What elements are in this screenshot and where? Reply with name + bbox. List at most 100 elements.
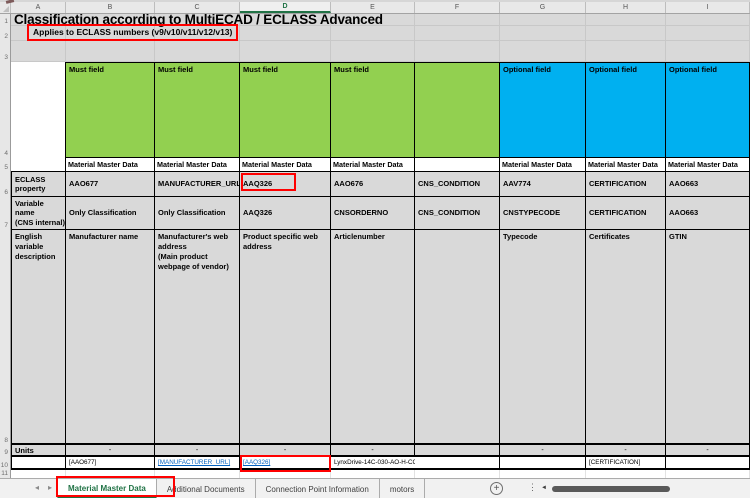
cell-b8[interactable]: Manufacturer name [66, 230, 155, 445]
cell-i4-optional-field[interactable]: Optional field [666, 62, 750, 158]
cell-h6[interactable]: CERTIFICATION [586, 172, 666, 197]
cell-h7[interactable]: CERTIFICATION [586, 197, 666, 230]
cell-d10-hyperlink[interactable]: [AAQ326] [240, 457, 331, 470]
cell-a10[interactable] [11, 457, 66, 470]
cell-d8[interactable]: Product specific web address [240, 230, 331, 445]
cell-i2[interactable] [666, 26, 750, 41]
cell-e6[interactable]: AAO676 [331, 172, 415, 197]
scroll-left-icon[interactable]: ◄ [541, 485, 547, 491]
column-header-d-selected[interactable]: D [240, 2, 331, 13]
tab-connection-point-information[interactable]: Connection Point Information [256, 479, 380, 498]
cell-f4-must-field[interactable] [415, 62, 500, 158]
cell-g5[interactable]: Material Master Data [500, 158, 586, 172]
cell-h3[interactable] [586, 41, 666, 62]
cell-b7[interactable]: Only Classification [66, 197, 155, 230]
row-number-11[interactable]: 11 [0, 470, 11, 478]
cell-i11[interactable] [666, 470, 750, 478]
tab-nav-left-icon[interactable]: ◂ [34, 483, 39, 492]
cell-g1[interactable] [500, 14, 586, 26]
cell-a3[interactable] [11, 41, 66, 62]
cell-c6[interactable]: MANUFACTURER_URL [155, 172, 240, 197]
cell-e8[interactable]: Articlenumber [331, 230, 415, 445]
cell-c9[interactable]: - [155, 445, 240, 457]
cell-b4-must-field[interactable]: Must field [66, 62, 155, 158]
row-label-variable-name[interactable]: Variable name (CNS internal) [11, 197, 66, 230]
cell-h11[interactable] [586, 470, 666, 478]
row-number-5[interactable]: 5 [0, 158, 11, 172]
cell-i10[interactable] [666, 457, 750, 470]
cell-f10[interactable] [415, 457, 500, 470]
cell-e10[interactable]: LynxDrive-14C-030-AO-H-CCO- empty [331, 457, 443, 470]
column-header-e[interactable]: E [331, 2, 415, 13]
cell-c5[interactable]: Material Master Data [155, 158, 240, 172]
row-label-units[interactable]: Units [11, 445, 66, 457]
tab-splitter-icon[interactable]: ⋮ [528, 482, 537, 492]
cell-f7[interactable]: CNS_CONDITION [415, 197, 500, 230]
cell-i3[interactable] [666, 41, 750, 62]
cell-c4-must-field[interactable]: Must field [155, 62, 240, 158]
cell-d5[interactable]: Material Master Data [240, 158, 331, 172]
cell-e1[interactable] [331, 14, 415, 26]
cell-a4[interactable] [11, 62, 66, 158]
cell-g6[interactable]: AAV774 [500, 172, 586, 197]
row-number-8[interactable]: 8 [0, 230, 11, 445]
cell-d3[interactable] [240, 41, 331, 62]
cell-h9[interactable]: - [586, 445, 666, 457]
cell-g4-optional-field[interactable]: Optional field [500, 62, 586, 158]
cell-f5[interactable] [415, 158, 500, 172]
cell-g7[interactable]: CNSTYPECODE [500, 197, 586, 230]
cell-b10[interactable]: [AAO677] [66, 457, 155, 470]
cell-c7[interactable]: Only Classification [155, 197, 240, 230]
cell-h8[interactable]: Certificates [586, 230, 666, 445]
cell-i9[interactable]: - [666, 445, 750, 457]
row-number-2[interactable]: 2 [0, 26, 11, 41]
cell-f9[interactable] [415, 445, 500, 457]
cell-e7[interactable]: CNSORDERNO [331, 197, 415, 230]
cell-i8[interactable]: GTIN [666, 230, 750, 445]
cell-f2[interactable] [415, 26, 500, 41]
cell-g3[interactable] [500, 41, 586, 62]
cell-f1[interactable] [415, 14, 500, 26]
row-number-1[interactable]: 1 [0, 14, 11, 26]
new-sheet-icon[interactable]: + [490, 482, 503, 495]
cell-d4-must-field[interactable]: Must field [240, 62, 331, 158]
cell-g11[interactable] [500, 470, 586, 478]
cell-c11[interactable] [155, 470, 240, 478]
cell-f8[interactable] [415, 230, 500, 445]
cell-d9[interactable]: - [240, 445, 331, 457]
cell-e11[interactable] [331, 470, 415, 478]
row-number-3[interactable]: 3 [0, 41, 11, 62]
cell-e4-must-field[interactable]: Must field [331, 62, 415, 158]
cell-h5[interactable]: Material Master Data [586, 158, 666, 172]
cell-b3[interactable] [66, 41, 155, 62]
cell-g2[interactable] [500, 26, 586, 41]
row-label-description[interactable]: English variable description [11, 230, 66, 445]
column-header-a[interactable]: A [11, 2, 66, 13]
cell-a11[interactable] [11, 470, 66, 478]
cell-i1[interactable] [666, 14, 750, 26]
cell-d11[interactable] [240, 470, 331, 478]
cell-g10[interactable] [500, 457, 586, 470]
column-header-g[interactable]: G [500, 2, 586, 13]
cell-h4-optional-field[interactable]: Optional field [586, 62, 666, 158]
row-number-9[interactable]: 9 [0, 445, 11, 457]
horizontal-scrollbar-thumb[interactable] [552, 486, 670, 492]
cell-e2[interactable] [331, 26, 415, 41]
tab-material-master-data[interactable]: Material Master Data [57, 479, 157, 498]
cell-c10-hyperlink[interactable]: [MANUFACTURER_URL] [155, 457, 240, 470]
cell-c3[interactable] [155, 41, 240, 62]
cell-d7[interactable]: AAQ326 [240, 197, 331, 230]
cell-d6[interactable]: AAQ326 [240, 172, 331, 197]
tab-motors[interactable]: motors [380, 479, 426, 498]
select-all-button[interactable] [0, 2, 11, 13]
sheet-title[interactable]: Classification according to MultiECAD / … [14, 12, 383, 27]
cell-f11[interactable] [415, 470, 500, 478]
cell-c8[interactable]: Manufacturer's web address (Main product… [155, 230, 240, 445]
cell-b11[interactable] [66, 470, 155, 478]
column-header-h[interactable]: H [586, 2, 666, 13]
cell-h10[interactable]: [CERTIFICATION] [586, 457, 666, 470]
cell-h1[interactable] [586, 14, 666, 26]
column-header-f[interactable]: F [415, 2, 500, 13]
row-number-6[interactable]: 6 [0, 172, 11, 197]
cell-e5[interactable]: Material Master Data [331, 158, 415, 172]
